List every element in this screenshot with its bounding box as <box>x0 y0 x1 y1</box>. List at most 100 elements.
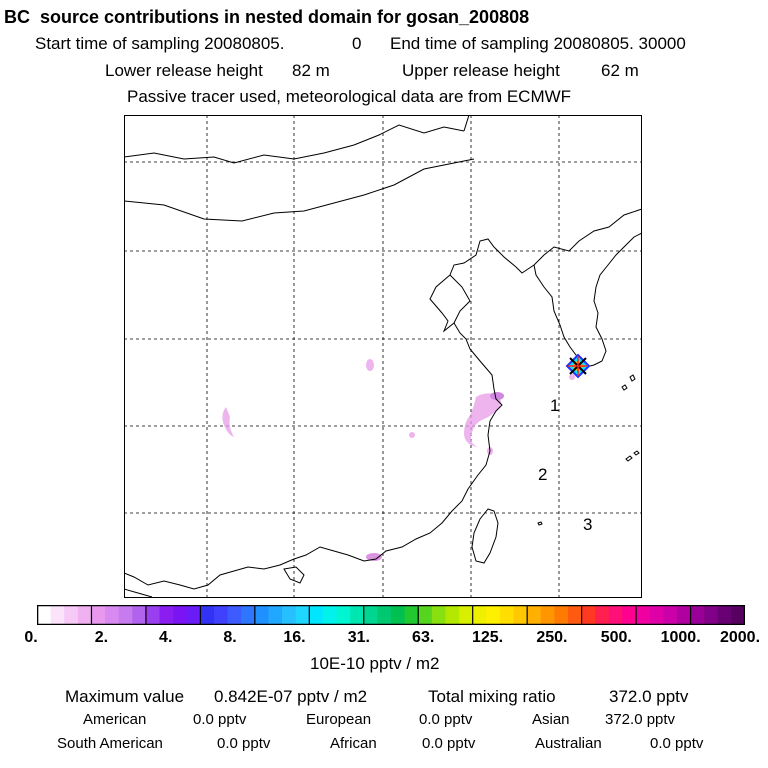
colorbar-swatch <box>159 605 174 625</box>
colorbar-swatch <box>608 605 623 625</box>
colorbar-swatch <box>295 605 310 625</box>
contribution-value: 372.0 pptv <box>605 711 676 728</box>
colorbar-swatch <box>91 605 106 625</box>
colorbar-swatch <box>554 605 569 625</box>
contribution-region: European <box>306 711 372 728</box>
contribution-region: Australian <box>535 735 602 752</box>
colorbar-swatch <box>717 605 732 625</box>
colorbar-tick-label: 0. <box>24 629 38 646</box>
colorbar-swatch <box>663 605 678 625</box>
contribution-region: Asian <box>532 711 570 728</box>
maximum-value: 0.842E-07 pptv / m2 <box>214 687 368 706</box>
colorbar-swatch <box>445 605 460 625</box>
colorbar-swatch <box>268 605 283 625</box>
island-outline <box>633 450 640 456</box>
tracer-patch <box>569 374 575 380</box>
island-outline <box>629 374 636 382</box>
colorbar-swatch <box>431 605 446 625</box>
coastline-korea <box>585 232 642 368</box>
colorbar-swatch <box>214 605 229 625</box>
colorbar-swatch <box>731 605 745 625</box>
coastline-bohai <box>429 274 455 333</box>
colorbar-swatch <box>472 605 487 625</box>
tracer-note: Passive tracer used, meteorological data… <box>127 87 572 106</box>
colorbar-tick-label: 16. <box>283 629 306 646</box>
colorbar-swatch <box>200 605 215 625</box>
colorbar-tick-label: 2000. <box>719 629 761 646</box>
colorbar-swatch <box>636 605 651 625</box>
tracer-patch <box>409 432 415 438</box>
colorbar-swatch <box>64 605 79 625</box>
coastline-hainan-edge <box>283 566 305 584</box>
colorbar-swatch <box>513 605 528 625</box>
colorbar-tick-label: 500. <box>600 629 632 646</box>
colorbar-tick-label: 125. <box>471 629 504 646</box>
tracer-patch <box>464 393 501 447</box>
release-site-marker <box>565 353 591 379</box>
colorbar-tick-label: 250. <box>536 629 568 646</box>
colorbar-swatch <box>132 605 147 625</box>
colorbar-swatch <box>459 605 474 625</box>
start-time-value: 0 <box>352 34 362 53</box>
colorbar-swatch <box>254 605 269 625</box>
island-outline <box>537 521 543 526</box>
colorbar-swatch <box>309 605 324 625</box>
border-line <box>124 158 475 222</box>
tracer-patch-strong <box>490 392 504 400</box>
colorbar-swatch <box>322 605 338 625</box>
contribution-value: 0.0 pptv <box>193 711 247 728</box>
colorbar-tick-label: 63. <box>412 629 435 646</box>
colorbar-swatch <box>241 605 256 625</box>
island-outline <box>621 384 628 391</box>
colorbar-swatch <box>186 605 201 625</box>
colorbar-swatch <box>418 605 433 625</box>
coastline-china <box>124 238 535 590</box>
contribution-region: American <box>83 711 147 728</box>
coastline-taiwan <box>471 508 499 564</box>
colorbar-swatch <box>704 605 719 625</box>
colorbar-swatch <box>105 605 120 625</box>
map-gridlines <box>124 115 642 598</box>
contribution-value: 0.0 pptv <box>422 735 476 752</box>
contribution-region: African <box>330 735 377 752</box>
colorbar-tick-label: 31. <box>347 629 370 646</box>
upper-height-label: Upper release height <box>402 61 560 80</box>
colorbar-swatch <box>377 605 392 625</box>
island-outline <box>625 455 633 462</box>
colorbar-swatch <box>50 605 65 625</box>
tracer-plumes <box>222 359 575 561</box>
colorbar-swatch <box>404 605 419 625</box>
colorbar-swatch <box>676 605 692 625</box>
border-line <box>124 588 153 598</box>
total-mixing-ratio-value: 372.0 pptv <box>609 687 689 706</box>
colorbar-swatch <box>118 605 133 625</box>
colorbar-tick-label: 1000. <box>660 629 701 646</box>
total-mixing-ratio-label: Total mixing ratio <box>428 687 556 706</box>
coastline-korea <box>533 208 642 368</box>
colorbar-swatch <box>540 605 555 625</box>
coastlines <box>124 115 642 598</box>
colorbar-swatch <box>527 605 542 625</box>
map-marker-label: 1 <box>550 396 559 415</box>
tracer-patch <box>222 407 234 437</box>
chart-title: BC source contributions in nested domain… <box>4 7 530 27</box>
colorbar-swatch <box>568 605 583 625</box>
contribution-value: 0.0 pptv <box>650 735 704 752</box>
colorbar-tick-label: 2. <box>94 629 109 646</box>
colorbar-swatch <box>499 605 515 625</box>
map-marker-label: 2 <box>538 465 547 484</box>
colorbar-swatch <box>581 605 596 625</box>
colorbar-tick-label: 8. <box>223 629 237 646</box>
lower-height-label: Lower release height <box>105 61 263 80</box>
contribution-value: 0.0 pptv <box>419 711 473 728</box>
colorbar-swatch <box>173 605 188 625</box>
map-marker-label: 3 <box>583 515 592 534</box>
colorbar-swatch <box>622 605 637 625</box>
upper-height-value: 62 m <box>601 61 639 80</box>
colorbar-border <box>37 605 745 625</box>
colorbar-unit-label: 10E-10 pptv / m2 <box>310 654 440 673</box>
border-line <box>463 115 470 132</box>
maximum-value-label: Maximum value <box>65 687 185 706</box>
colorbar-swatch <box>391 605 406 625</box>
colorbar-tick-label: 4. <box>159 629 173 646</box>
